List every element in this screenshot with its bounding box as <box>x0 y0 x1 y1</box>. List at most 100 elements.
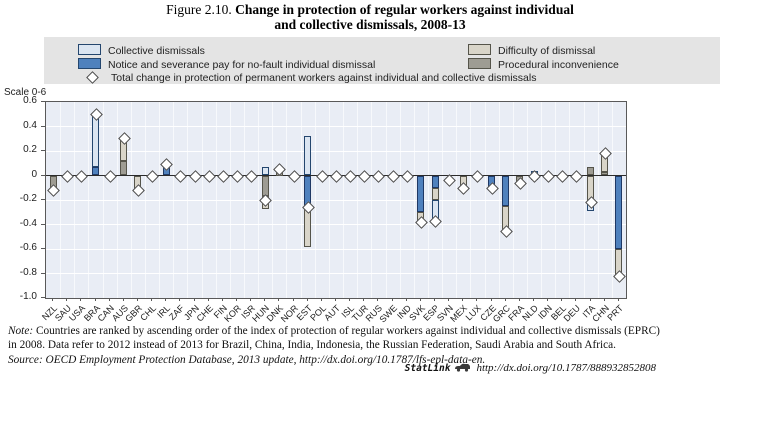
note-text: Note: Countries are ranked by ascending … <box>8 325 660 351</box>
plot-area <box>45 101 627 299</box>
y-axis-tick <box>41 199 45 200</box>
total-diamond-icon <box>86 71 99 84</box>
x-axis-tick <box>264 298 266 301</box>
total-diamond-TUR <box>358 169 372 183</box>
gridline-v <box>526 102 528 298</box>
gridline-h <box>46 273 626 274</box>
total-diamond-FIN <box>216 169 230 183</box>
y-axis-tick <box>41 174 45 176</box>
x-axis-tick <box>292 298 294 301</box>
gridline-v <box>229 102 231 298</box>
total-diamond-DEU <box>570 169 584 183</box>
figure-title-text: Change in protection of regular workers … <box>235 2 574 17</box>
gridline-v <box>116 102 118 298</box>
gridline-v <box>484 102 486 298</box>
y-axis-tick <box>41 150 45 151</box>
x-axis-tick <box>363 298 365 301</box>
x-axis-tick <box>419 298 421 301</box>
y-axis-tick <box>41 297 45 298</box>
x-axis-tick <box>377 298 379 301</box>
x-axis-tick <box>349 298 351 301</box>
procedural-inconvenience-swatch <box>468 58 491 69</box>
gridline-v <box>74 102 76 298</box>
gridline-v <box>272 102 274 298</box>
x-axis-tick <box>547 298 549 301</box>
total-diamond-SWE <box>386 169 400 183</box>
x-axis-tick <box>52 298 54 301</box>
total-diamond-USA <box>75 169 89 183</box>
x-axis-tick <box>122 298 124 301</box>
gridline-v <box>88 102 90 298</box>
gridline-h <box>46 248 626 250</box>
bar-segment-ITA-procedural <box>587 166 595 176</box>
x-axis-tick <box>589 298 591 301</box>
source-link[interactable]: OECD Employment Protection Database, 201… <box>45 353 486 366</box>
y-axis-tick <box>41 125 45 127</box>
gridline-h <box>46 150 626 152</box>
gridline-v <box>201 102 203 298</box>
y-axis-label: -0.8 <box>19 266 37 278</box>
x-axis-tick <box>490 298 492 301</box>
total-diamond-IND <box>400 169 414 183</box>
y-axis-label: 0.2 <box>23 144 37 155</box>
figure-number: Figure 2.10. <box>166 2 232 17</box>
collective-dismissals-swatch <box>78 44 101 55</box>
total-diamond-IDN <box>542 169 556 183</box>
bar-segment-EST-collective <box>304 136 312 176</box>
total-diamond-SAU <box>61 169 75 183</box>
x-axis-tick <box>207 298 209 301</box>
statlink-url[interactable]: http://dx.doi.org/10.1787/888932852808 <box>476 362 656 374</box>
gridline-v <box>541 102 543 298</box>
bar-segment-SVK-notice <box>417 175 425 213</box>
total-diamond-ISR <box>245 169 258 183</box>
x-axis-tick <box>151 298 153 301</box>
y-axis-label: -1.0 <box>19 291 37 302</box>
scale-label: Scale 0-6 <box>4 87 47 98</box>
x-axis-tick <box>94 298 96 301</box>
x-axis-tick <box>250 298 252 301</box>
gridline-v <box>611 102 613 298</box>
gridline-v <box>215 102 217 298</box>
y-axis-label: 0.4 <box>23 119 37 131</box>
total-diamond-SVN <box>443 174 457 188</box>
y-axis-label: -0.6 <box>19 242 37 253</box>
total-diamond-AUT <box>330 169 343 183</box>
statlink-label: StatLink <box>404 363 451 374</box>
legend: Collective dismissals Notice and severan… <box>44 37 720 84</box>
source-label: Source: <box>8 353 43 366</box>
gridline-v <box>385 102 387 298</box>
x-axis-tick <box>66 298 68 301</box>
x-axis-tick <box>221 298 223 301</box>
x-axis-tick <box>306 298 308 301</box>
gridline-v <box>427 102 429 298</box>
x-axis-tick <box>136 298 138 301</box>
y-axis-label: -0.4 <box>19 217 37 229</box>
gridline-v <box>328 102 330 298</box>
x-axis-tick <box>462 298 464 301</box>
legend-item-procedural: Procedural inconvenience <box>468 58 619 71</box>
bar-segment-HUN-collective <box>261 166 269 176</box>
gridline-v <box>470 102 472 298</box>
legend-item-collective: Collective dismissals <box>78 44 205 57</box>
gridline-v <box>357 102 359 298</box>
x-axis-tick <box>320 298 322 301</box>
gridline-v <box>244 102 246 298</box>
x-axis-tick <box>476 298 478 301</box>
total-diamond-CHL <box>146 169 159 183</box>
legend-item-notice: Notice and severance pay for no-fault in… <box>78 58 375 71</box>
gridline-v <box>145 102 147 298</box>
gridline-h <box>46 224 626 225</box>
gridline-v <box>314 102 316 298</box>
y-axis-label: -0.2 <box>19 193 37 204</box>
x-axis-tick <box>575 298 577 301</box>
y-axis-tick <box>41 248 45 249</box>
legend-item-difficulty: Difficulty of dismissal <box>468 44 595 57</box>
gridline-v <box>597 102 599 298</box>
x-axis-tick <box>405 298 407 301</box>
gridline-v <box>286 102 288 298</box>
gridline-v <box>555 102 557 298</box>
y-axis-label: 0.6 <box>23 95 37 106</box>
figure-title-line2: and collective dismissals, 2008-13 <box>274 17 466 32</box>
source-text: Source: OECD Employment Protection Datab… <box>8 354 663 368</box>
gridline-v <box>173 102 175 298</box>
